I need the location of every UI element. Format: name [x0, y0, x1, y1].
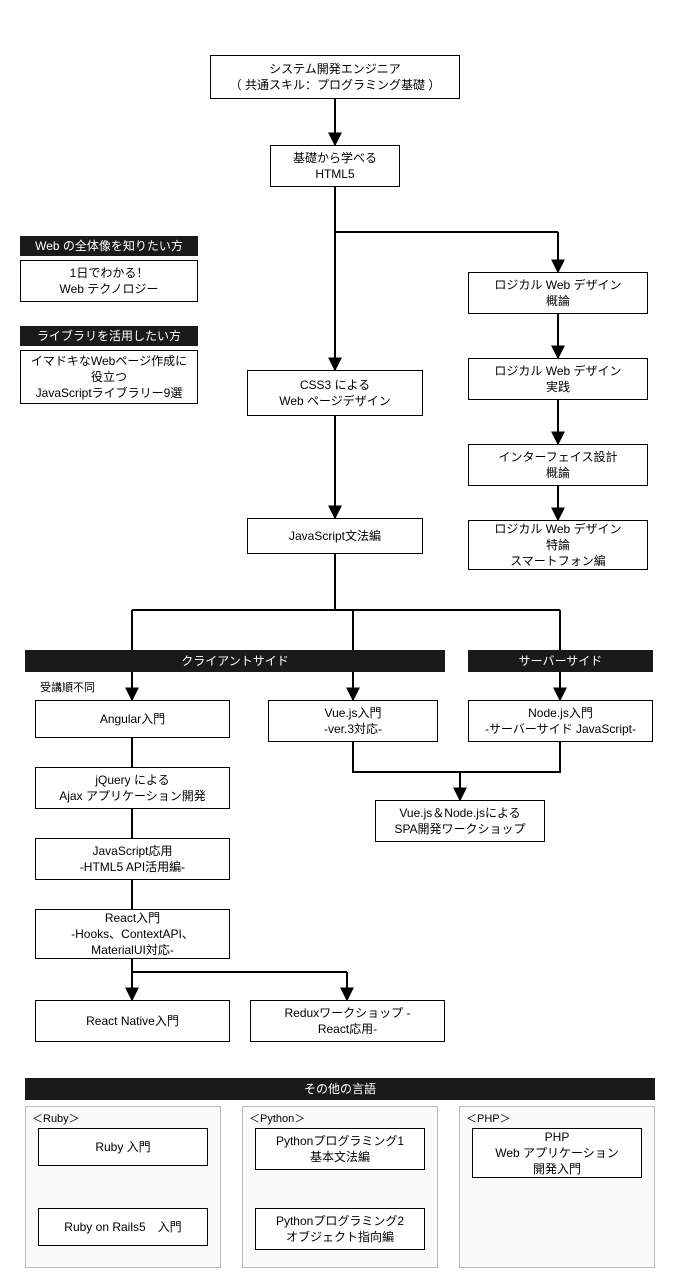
node-html5: 基礎から学べる HTML5 [270, 145, 400, 187]
node-logical-web-design-sp: ロジカル Web デザイン 特論 スマートフォン編 [468, 520, 648, 570]
node-php: PHP Web アプリケーション 開発入門 [472, 1128, 642, 1178]
node-node: Node.js入門 -サーバーサイド JavaScript- [468, 700, 653, 742]
node-logical-web-design-outline: ロジカル Web デザイン 概論 [468, 272, 648, 314]
group-label-python: ＜Python＞ [249, 1110, 305, 1126]
group-label-php: ＜PHP＞ [466, 1110, 511, 1126]
node-interface-design: インターフェイス設計 概論 [468, 444, 648, 486]
node-python2: Pythonプログラミング2 オブジェクト指向編 [255, 1208, 425, 1250]
node-react-native: React Native入門 [35, 1000, 230, 1042]
node-js: JavaScript文法編 [247, 518, 423, 554]
node-spa: Vue.js＆Node.jsによる SPA開発ワークショップ [375, 800, 545, 842]
side-header-library: ライブラリを活用したい方 [20, 326, 198, 346]
label-any-order: 受講順不同 [40, 682, 95, 695]
node-redux: Reduxワークショップ - React応用- [250, 1000, 445, 1042]
node-css3: CSS3 による Web ページデザイン [247, 370, 423, 416]
node-react: React入門 -Hooks、ContextAPI、 MaterialUI対応- [35, 909, 230, 959]
side-box-web-tech: 1日でわかる！ Web テクノロジー [20, 260, 198, 302]
node-root: システム開発エンジニア （ 共通スキル：プログラミング基礎 ） [210, 55, 460, 99]
node-vue: Vue.js入門 -ver.3対応- [268, 700, 438, 742]
node-js-applied: JavaScript応用 -HTML5 API活用編- [35, 838, 230, 880]
side-box-js-libs: イマドキなWebページ作成に 役立つ JavaScriptライブラリー9選 [20, 350, 198, 404]
node-ruby-intro: Ruby 入門 [38, 1128, 208, 1166]
group-label-ruby: ＜Ruby＞ [32, 1110, 80, 1126]
node-angular: Angular入門 [35, 700, 230, 738]
node-python1: Pythonプログラミング1 基本文法編 [255, 1128, 425, 1170]
node-logical-web-design-practice: ロジカル Web デザイン 実践 [468, 358, 648, 400]
node-ruby-rails: Ruby on Rails5 入門 [38, 1208, 208, 1246]
section-header-server: サーバーサイド [468, 650, 653, 672]
side-header-web-overview: Web の全体像を知りたい方 [20, 236, 198, 256]
flowchart-canvas: Web の全体像を知りたい方 1日でわかる！ Web テクノロジー ライブラリを… [0, 0, 680, 1285]
section-header-client: クライアントサイド [25, 650, 445, 672]
node-jquery: jQuery による Ajax アプリケーション開発 [35, 767, 230, 809]
section-header-other: その他の言語 [25, 1078, 655, 1100]
